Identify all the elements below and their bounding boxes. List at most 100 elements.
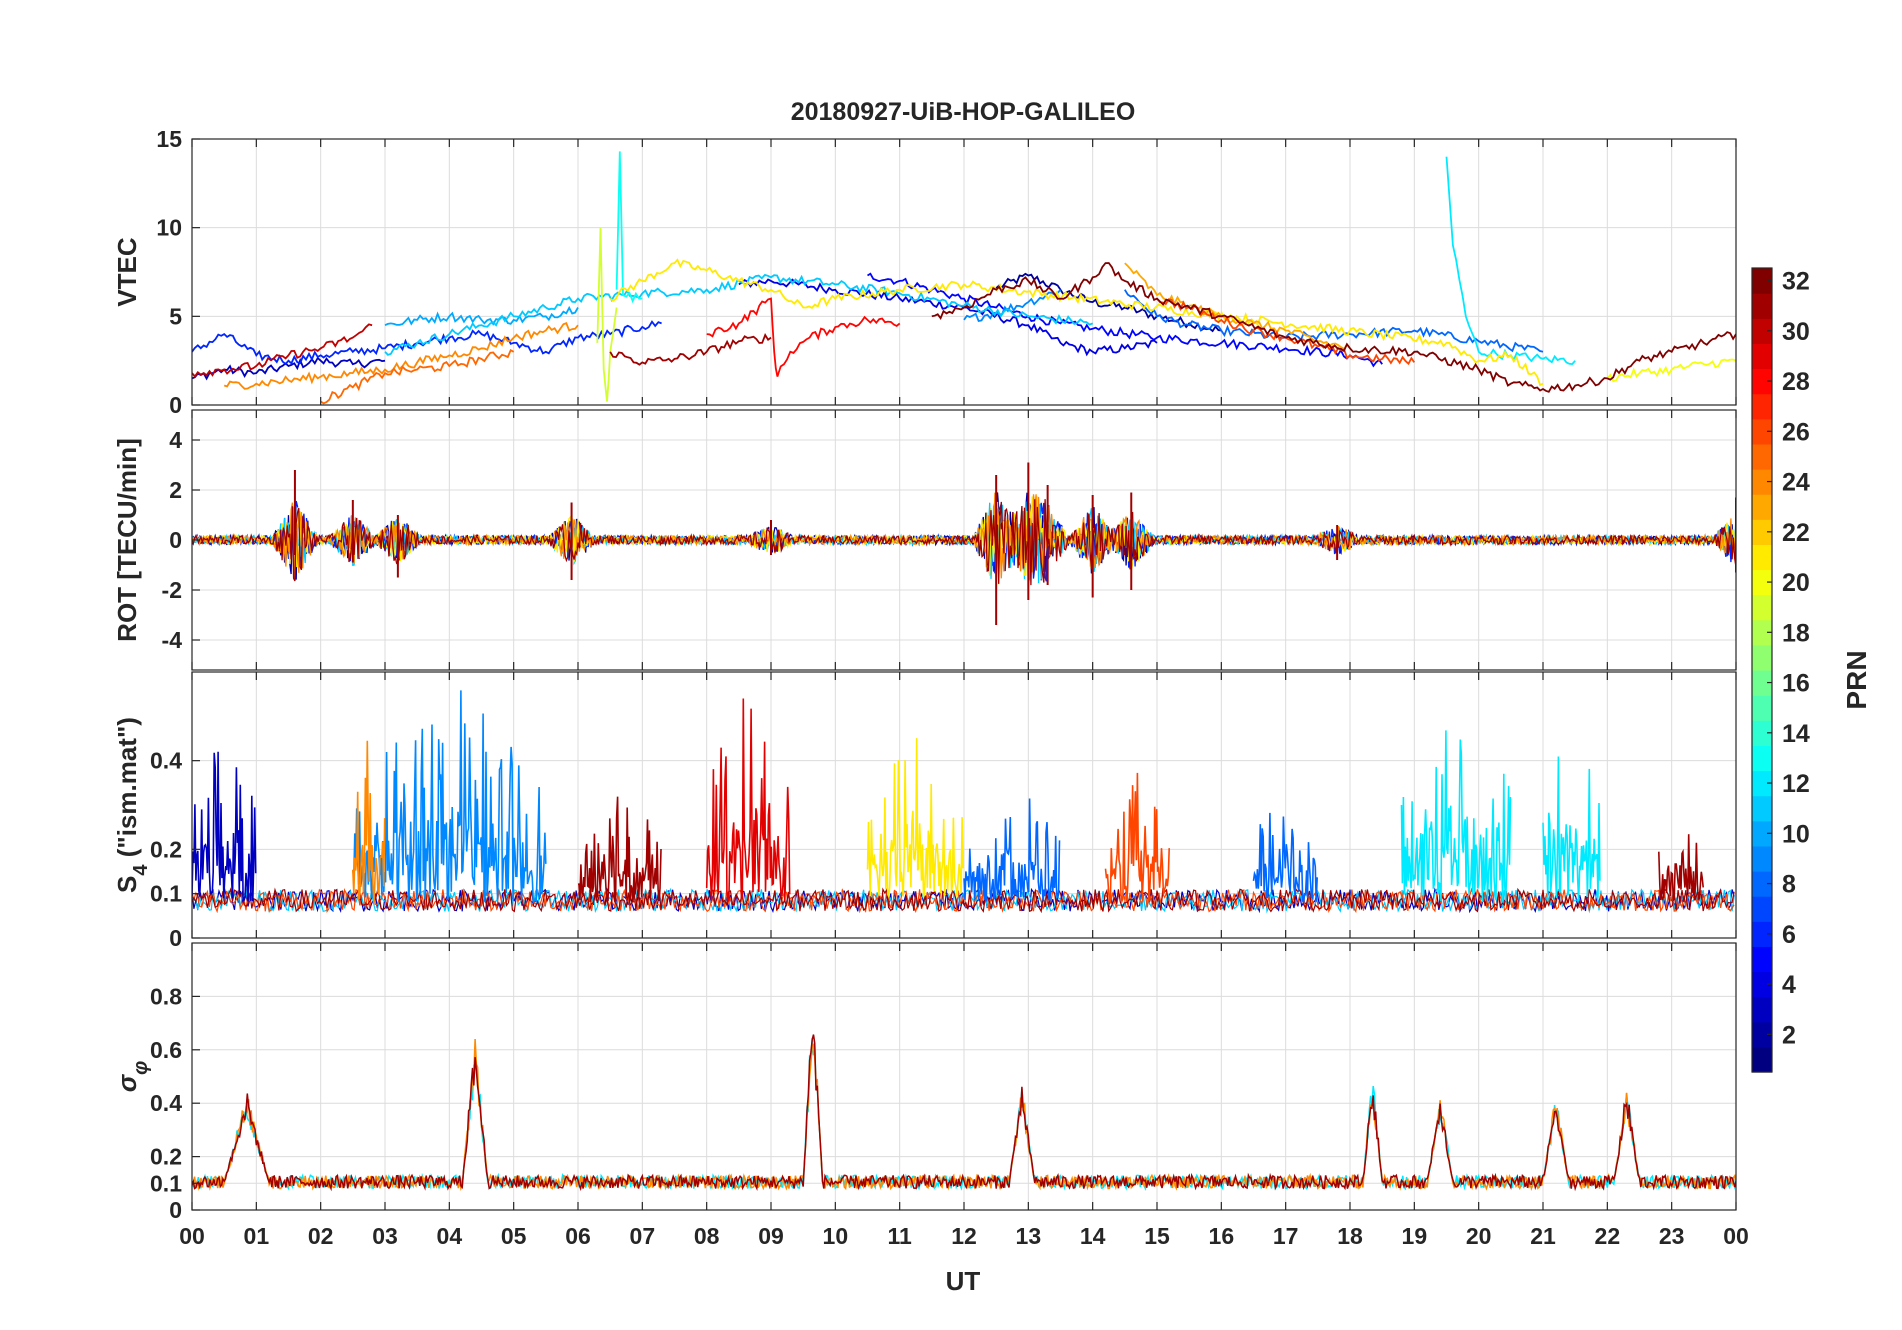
colorbar-tick-label: 30 xyxy=(1782,318,1810,346)
s4-burst-prn-3 xyxy=(192,751,257,902)
vtec-series-prn-8 xyxy=(1124,289,1544,353)
y-tick-label: 0 xyxy=(169,392,182,418)
colorbar-band xyxy=(1752,770,1772,797)
y-tick-label: 0.2 xyxy=(150,1144,182,1170)
s4-burst-prn-8 xyxy=(1252,812,1318,904)
vtec-series-prn-19 xyxy=(596,227,618,402)
colorbar-band xyxy=(1752,544,1772,571)
x-tick-label: 12 xyxy=(951,1223,977,1249)
colorbar-label: PRN xyxy=(1841,650,1872,709)
colorbar-tick-label: 26 xyxy=(1782,418,1810,446)
series-group xyxy=(192,690,1735,914)
y-tick-label: -2 xyxy=(162,577,182,603)
colorbar-band xyxy=(1752,268,1772,294)
x-tick-label: 18 xyxy=(1337,1223,1363,1249)
y-tick-label: 2 xyxy=(169,477,182,503)
colorbar-tick-label: 20 xyxy=(1782,569,1810,597)
colorbar-tick-label: 28 xyxy=(1782,368,1810,396)
colorbar-band xyxy=(1752,795,1772,822)
x-tick-label: 14 xyxy=(1080,1223,1106,1249)
colorbar-band xyxy=(1752,996,1772,1023)
series-group xyxy=(192,462,1736,625)
panel-sigma_phi: 00.10.2 0.4 0.6 0.8 σφ xyxy=(112,942,1737,1223)
series-group xyxy=(192,151,1736,405)
s4-burst-prn-29 xyxy=(705,698,791,904)
x-tick-label: 04 xyxy=(437,1223,463,1249)
colorbar-band xyxy=(1752,921,1772,947)
y-tick-label: 0.8 xyxy=(150,983,182,1009)
s4-baseline-prn-11 xyxy=(192,887,1735,914)
vtec-series-prn-28 xyxy=(706,297,901,377)
vtec-series-prn-24 xyxy=(223,322,579,390)
y-tick-label: -4 xyxy=(162,627,183,653)
colorbar-frame xyxy=(1751,267,1773,1073)
colorbar-band xyxy=(1752,845,1772,872)
colorbar-band xyxy=(1752,720,1772,746)
colorbar-band xyxy=(1752,1046,1772,1073)
colorbar-tick-label: 10 xyxy=(1782,820,1810,848)
sigma-series-prn-12 xyxy=(192,1037,1736,1191)
s4-burst-prn-12 xyxy=(1400,730,1512,903)
vtec-series-prn-31 xyxy=(609,332,772,366)
colorbar-band xyxy=(1752,871,1772,897)
colorbar-tick-label: 24 xyxy=(1782,469,1810,497)
x-tick-label: 09 xyxy=(758,1223,784,1249)
colorbar-band xyxy=(1752,619,1772,646)
x-tick-label: 10 xyxy=(823,1223,849,1249)
s4-burst-prn-8 xyxy=(963,798,1061,902)
x-tick-label: 20 xyxy=(1466,1223,1492,1249)
colorbar-band xyxy=(1752,494,1772,520)
series-group xyxy=(192,1034,1736,1192)
rot-series-prn-31 xyxy=(192,499,1736,586)
colorbar-tick-label: 4 xyxy=(1782,971,1796,999)
vtec-series-prn-9 xyxy=(963,289,1062,323)
y-tick-label: 0 xyxy=(169,527,182,553)
colorbar-band xyxy=(1752,1021,1772,1048)
y-tick-label: 0.1 xyxy=(150,1170,182,1196)
x-tick-label: 02 xyxy=(308,1223,334,1249)
colorbar-band xyxy=(1752,896,1772,922)
y-tick-label: 0.4 xyxy=(150,748,182,774)
y-axis-label-sigma_phi: σφ xyxy=(112,1061,152,1092)
y-tick-label: 0 xyxy=(169,1197,182,1223)
colorbar-band xyxy=(1752,946,1772,973)
vtec-series-prn-5 xyxy=(867,272,1383,368)
panel-s4: 0 0.1 0.2 0.4S4 ("ism.mat") xyxy=(112,671,1737,951)
vtec-series-prn-11 xyxy=(384,273,1094,356)
y-tick-label: 10 xyxy=(156,215,182,241)
x-tick-label: 21 xyxy=(1530,1223,1556,1249)
colorbar-band xyxy=(1752,569,1772,596)
colorbar-band xyxy=(1752,670,1772,696)
x-tick-label: 06 xyxy=(565,1223,591,1249)
x-axis: 00 01 02 03 04 05 06 07 08 09 10 11 12 13 14 15 16 17 18 19… xyxy=(179,1223,1749,1249)
x-tick-label: 00 xyxy=(179,1223,205,1249)
x-tick-label: 17 xyxy=(1273,1223,1299,1249)
y-tick-label: 0.1 xyxy=(150,881,182,907)
vtec-series-prn-30 xyxy=(192,323,373,378)
y-tick-label: 0.4 xyxy=(150,1090,182,1116)
colorbar-band xyxy=(1752,318,1772,344)
colorbar-tick-label: 2 xyxy=(1782,1021,1796,1049)
sigma-series-prn-31 xyxy=(192,1034,1736,1192)
colorbar-tick-label: 18 xyxy=(1782,619,1810,647)
y-tick-label: 5 xyxy=(169,303,182,329)
colorbar-tick-label: 12 xyxy=(1782,770,1810,798)
colorbar-tick-label: 8 xyxy=(1782,871,1796,899)
vtec-series-prn-32 xyxy=(931,262,1736,393)
y-tick-label: 0 xyxy=(169,925,182,951)
colorbar-band xyxy=(1752,469,1772,495)
colorbar-tick-label: 6 xyxy=(1782,921,1796,949)
x-tick-label: 01 xyxy=(244,1223,270,1249)
colorbar-band xyxy=(1752,971,1772,998)
s4-burst-prn-9 xyxy=(352,690,547,905)
y-axis-label-rot: ROT [TECU/min] xyxy=(112,438,142,642)
colorbar-band xyxy=(1752,443,1772,470)
x-axis-label: UT xyxy=(946,1266,981,1296)
x-tick-label: 07 xyxy=(630,1223,656,1249)
x-tick-label: 23 xyxy=(1659,1223,1685,1249)
colorbar-band xyxy=(1752,644,1772,671)
vtec-series-prn-21 xyxy=(609,258,1544,387)
